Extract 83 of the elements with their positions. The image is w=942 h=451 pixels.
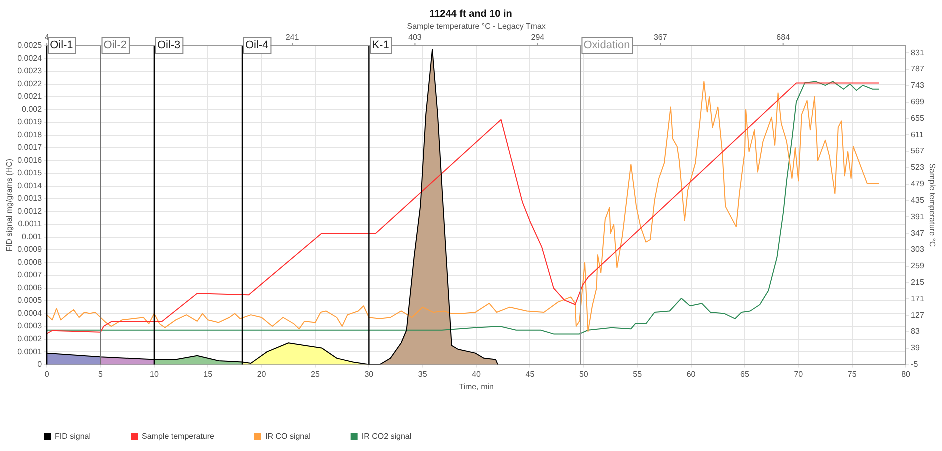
x-tick-label: 10 [150, 370, 160, 379]
legend-label: FID signal [55, 432, 92, 442]
x-tick-label: 80 [902, 370, 912, 379]
y-axis-title: FID signal mg/grams (HC) [5, 158, 14, 252]
chart-title: 11244 ft and 10 in [430, 8, 512, 20]
y-tick-label: 0.0003 [18, 322, 43, 331]
y2-tick-label: -5 [911, 360, 919, 370]
x-axis-title: Time, min [459, 382, 494, 392]
y2-tick-label: 743 [911, 81, 925, 90]
y-tick-label: 0.0015 [18, 168, 43, 178]
y-tick-label: 0.0014 [18, 181, 43, 190]
x-tick-label: 35 [418, 370, 428, 379]
legend-label: IR CO2 signal [362, 432, 412, 442]
y-tick-label: 0.0013 [18, 194, 43, 204]
y2-tick-label: 83 [911, 327, 920, 336]
x-tick-label: 0 [44, 370, 50, 379]
y2-tick-label: 655 [911, 114, 925, 123]
y-tick-label: 0.002 [22, 104, 43, 114]
y-tick-label: 0.0002 [18, 334, 43, 344]
x-tick-label: 60 [686, 370, 696, 379]
legend-label: Sample temperature [142, 432, 216, 442]
legend-label: IR CO signal [265, 432, 312, 442]
y2-tick-label: 699 [911, 98, 925, 107]
x-tick-label: 50 [579, 370, 589, 379]
y2-tick-label: 479 [911, 180, 925, 189]
ref-line-label: Oil-3 [157, 40, 181, 52]
ref-line-label: Oil-4 [245, 40, 269, 52]
y2-tick-label: 391 [911, 212, 925, 222]
x-tick-label: 30 [364, 370, 374, 379]
y-tick-label: 0.0012 [18, 206, 43, 216]
y-tick-label: 0.0018 [18, 130, 43, 140]
y2-tick-label: 127 [911, 310, 925, 320]
x-tick-label: 25 [311, 370, 320, 379]
y2-tick-label: 347 [911, 228, 925, 238]
y-tick-label: 0.0021 [18, 92, 43, 102]
y-tick-label: 0.0008 [18, 258, 43, 267]
x-tick-label: 20 [257, 370, 267, 379]
x-tick-label: 15 [204, 370, 214, 379]
y-tick-label: 0.0017 [18, 143, 43, 152]
y-tick-label: 0.0009 [18, 245, 43, 254]
y2-tick-label: 611 [911, 130, 924, 140]
y2-axis-title: Sample temperature °C [928, 164, 937, 248]
x-tick-label: 40 [472, 370, 482, 379]
ref-line-label: K-1 [372, 40, 390, 52]
ref-line-label: Oil-1 [50, 40, 74, 52]
y-tick-label: 0.0024 [18, 54, 43, 63]
text: 684 [776, 33, 791, 42]
ref-line-label: Oil-2 [104, 40, 127, 52]
y2-tick-label: 523 [911, 163, 925, 172]
y2-tick-label: 831 [911, 48, 925, 58]
text: 367 [654, 33, 668, 42]
text: 241 [286, 33, 300, 42]
x-tick-label: 45 [526, 370, 536, 379]
y-tick-label: 0.0011 [18, 220, 43, 229]
y-tick-label: 0.0001 [18, 347, 43, 356]
x-tick-label: 75 [848, 370, 858, 379]
y2-tick-label: 259 [911, 262, 925, 271]
x-tick-label: 70 [794, 370, 804, 379]
y-tick-label: 0.0006 [18, 283, 43, 292]
y-tick-label: 0.0016 [18, 156, 43, 165]
y2-tick-label: 171 [911, 294, 925, 304]
y-tick-label: 0.0022 [18, 79, 43, 88]
y-tick-label: 0 [38, 360, 43, 370]
y-tick-label: 0.0004 [18, 308, 43, 318]
y2-tick-label: 215 [911, 278, 925, 287]
y-tick-label: 0.0019 [18, 118, 43, 127]
y-tick-label: 0.0007 [18, 270, 43, 280]
y2-tick-label: 39 [911, 344, 920, 353]
text: 294 [531, 33, 546, 42]
x-tick-label: 55 [633, 370, 643, 379]
y-tick-label: 0.0025 [18, 41, 43, 50]
text: 403 [408, 33, 422, 42]
y2-tick-label: 303 [911, 245, 925, 254]
x2-axis-title: Sample temperature °C - Legacy Tmax [407, 22, 546, 32]
y2-tick-label: 435 [911, 196, 925, 205]
y-tick-label: 0.0005 [18, 296, 43, 306]
ref-line-label: Oxidation [584, 40, 630, 52]
x-tick-label: 5 [98, 370, 104, 379]
y-tick-label: 0.001 [22, 232, 43, 242]
y-tick-label: 0.0023 [18, 66, 43, 76]
x-tick-label: 65 [740, 370, 750, 379]
y2-tick-label: 787 [911, 64, 925, 74]
y2-tick-label: 567 [911, 146, 925, 156]
